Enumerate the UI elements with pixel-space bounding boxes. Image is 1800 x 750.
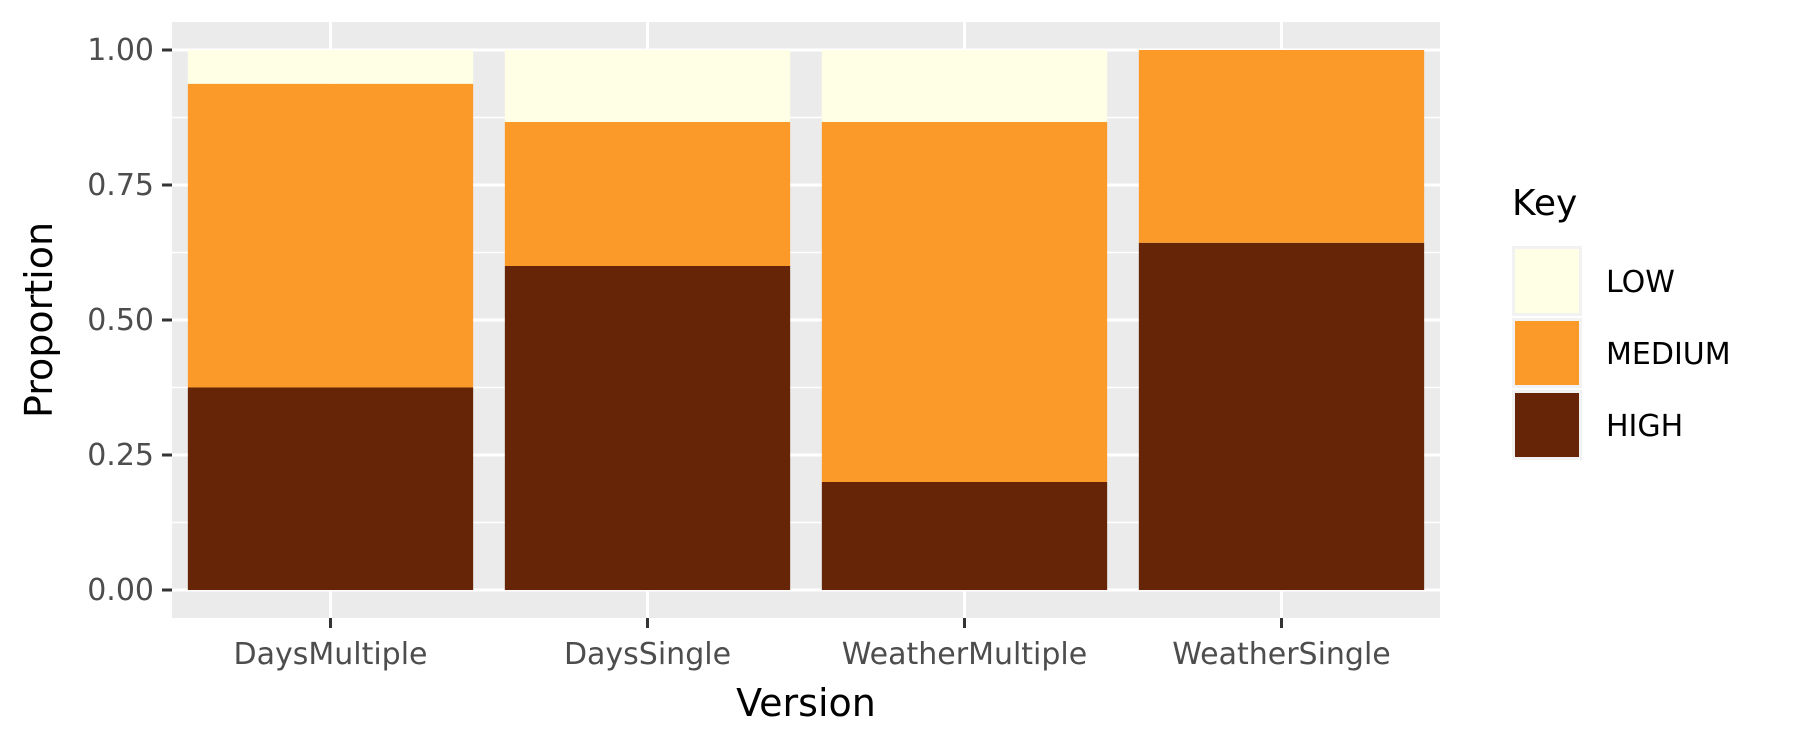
y-tick-label: 1.00 bbox=[87, 33, 154, 68]
bar-low-daysmultiple bbox=[187, 50, 474, 84]
y-tick-label: 0.50 bbox=[87, 303, 154, 338]
bar-high-weathermultiple bbox=[821, 482, 1108, 590]
bar-high-daysmultiple bbox=[187, 387, 474, 590]
x-tick-label: DaysSingle bbox=[564, 637, 731, 672]
legend-label-low: LOW bbox=[1606, 265, 1675, 300]
legend: Key LOW MEDIUM HIGH bbox=[1512, 183, 1731, 460]
bar-low-weathermultiple bbox=[821, 50, 1108, 122]
bar-high-weathersingle bbox=[1138, 242, 1425, 590]
x-axis-title: Version bbox=[736, 681, 876, 725]
legend-swatch-low bbox=[1515, 249, 1579, 313]
y-axis: 0.00 0.25 0.50 0.75 1.00 bbox=[87, 33, 172, 608]
x-tick-label: DaysMultiple bbox=[233, 637, 427, 672]
x-tick-label: WeatherSingle bbox=[1172, 637, 1391, 672]
bars bbox=[187, 50, 1425, 590]
x-axis: DaysMultiple DaysSingle WeatherMultiple Wea… bbox=[233, 618, 1391, 672]
bar-medium-weathermultiple bbox=[821, 121, 1108, 483]
x-tick-label: WeatherMultiple bbox=[842, 637, 1087, 672]
y-tick-label: 0.00 bbox=[87, 573, 154, 608]
bar-medium-weathersingle bbox=[1138, 50, 1425, 243]
y-tick-label: 0.75 bbox=[87, 168, 154, 203]
bar-high-dayssingle bbox=[504, 266, 791, 590]
legend-label-medium: MEDIUM bbox=[1606, 337, 1731, 372]
bar-medium-daysmultiple bbox=[187, 83, 474, 388]
y-tick-label: 0.25 bbox=[87, 438, 154, 473]
bar-medium-dayssingle bbox=[504, 121, 791, 267]
bar-low-dayssingle bbox=[504, 50, 791, 122]
legend-swatch-medium bbox=[1515, 321, 1579, 385]
y-axis-title: Proportion bbox=[17, 222, 61, 418]
legend-title: Key bbox=[1512, 183, 1577, 224]
legend-swatch-high bbox=[1515, 393, 1579, 457]
legend-label-high: HIGH bbox=[1606, 409, 1683, 444]
